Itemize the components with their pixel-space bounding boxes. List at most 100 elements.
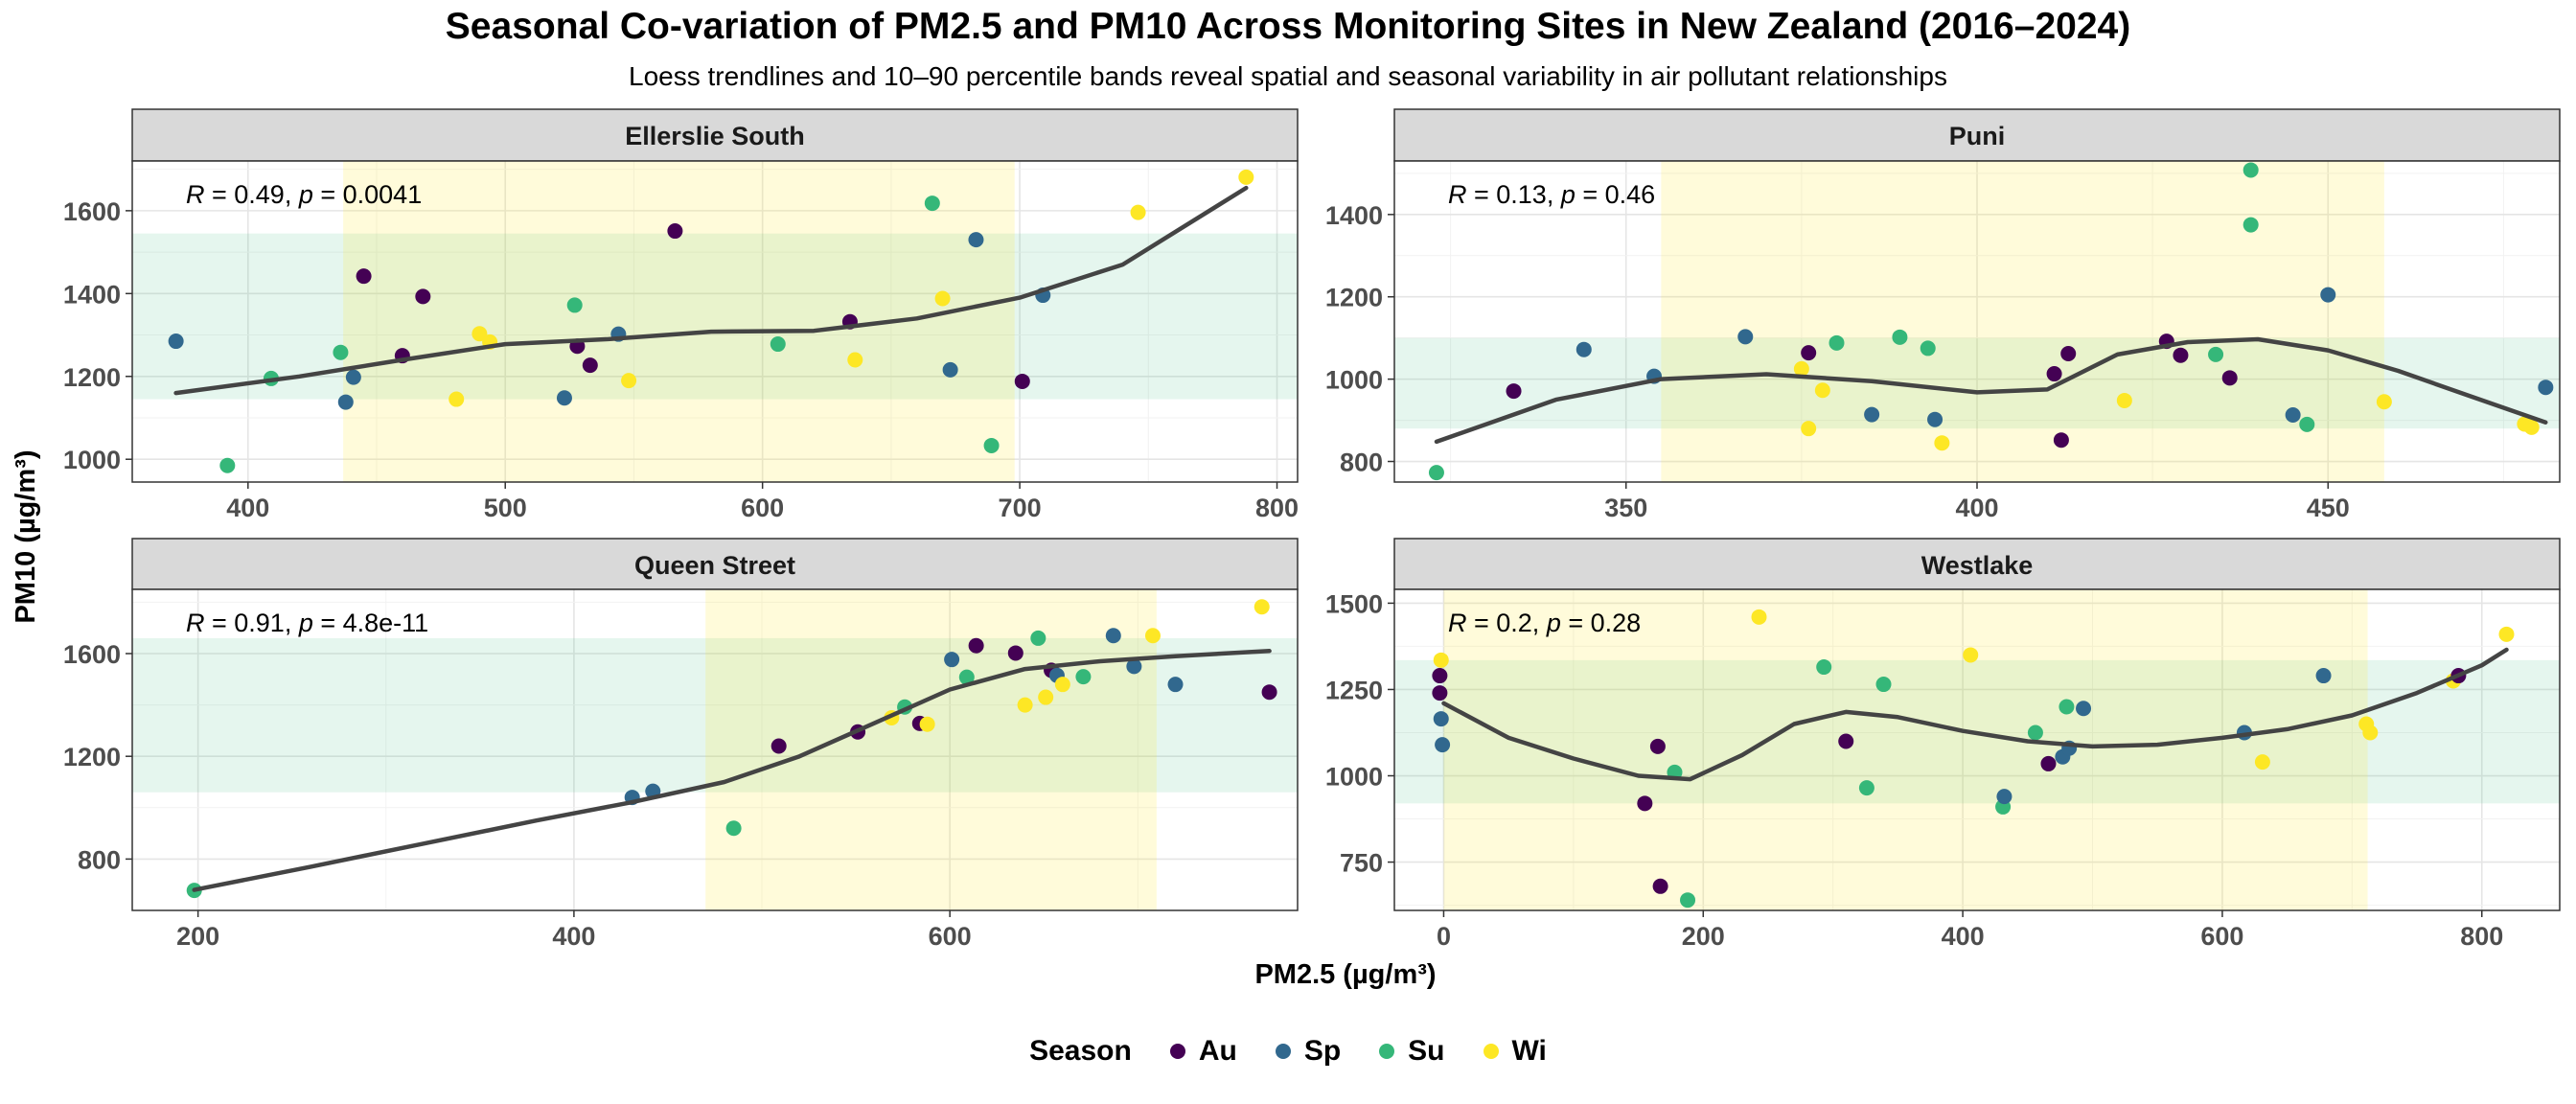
data-point-su — [2242, 217, 2259, 233]
data-point-su — [2242, 162, 2259, 178]
data-point-wi — [1038, 689, 1054, 705]
pm25-percentile-band — [1443, 589, 2368, 910]
annotation-part: p — [298, 180, 313, 209]
data-point-sp — [1105, 628, 1121, 644]
correlation-annotation: R = 0.91, p = 4.8e-11 — [186, 609, 428, 637]
y-tick-label: 750 — [1340, 849, 1383, 878]
data-point-sp — [1864, 406, 1880, 423]
x-tick-label: 400 — [552, 922, 595, 951]
panel-border — [131, 588, 1299, 911]
facet-label: Puni — [1949, 122, 2006, 150]
x-tick-label: 350 — [1604, 494, 1647, 522]
y-tick-label: 1250 — [1325, 676, 1383, 704]
data-point-sp — [942, 361, 958, 378]
chart-subtitle: Loess trendlines and 10–90 percentile ba… — [629, 61, 1947, 91]
data-point-au — [1261, 684, 1277, 701]
x-tick-label: 400 — [1942, 922, 1985, 951]
legend-title: Season — [1029, 1035, 1132, 1067]
data-point-sp — [1737, 329, 1754, 345]
data-point-wi — [1130, 204, 1146, 220]
y-tick-label: 1000 — [1325, 366, 1383, 395]
data-point-wi — [472, 326, 488, 342]
data-point-au — [356, 268, 372, 285]
data-point-au — [2046, 366, 2062, 382]
data-point-su — [219, 457, 236, 473]
x-axis-title: PM2.5 (µg/m³) — [1254, 959, 1436, 990]
data-point-wi — [1934, 435, 1950, 451]
data-point-su — [1816, 659, 1832, 676]
annotation-part: = 0.91, — [205, 609, 299, 637]
data-point-sp — [2076, 701, 2092, 717]
annotation-part: R — [186, 180, 205, 209]
data-point-au — [1014, 373, 1030, 389]
plot-area — [1394, 589, 2560, 910]
data-point-su — [1428, 465, 1444, 481]
panel-westlake: Westlake R = 0.2, p = 0.28 0 200 400 600 800 75… — [1325, 538, 2561, 951]
facet-strip — [131, 538, 1299, 590]
y-tick-label: 1600 — [63, 197, 121, 226]
legend-marker-wi — [1483, 1044, 1499, 1059]
y-tick-label: 1000 — [63, 446, 121, 474]
data-point-sp — [968, 232, 984, 248]
annotation-part: = 0.0041 — [313, 180, 422, 209]
data-point-wi — [1054, 677, 1070, 693]
facet-label: Queen Street — [634, 551, 795, 580]
data-point-sp — [944, 652, 960, 668]
data-point-sp — [1996, 789, 2012, 805]
legend-item-su: Su — [1379, 1035, 1445, 1068]
y-tick-label: 1200 — [63, 743, 121, 771]
annotation-part: R — [1448, 609, 1467, 637]
annotation-part: R — [1448, 180, 1467, 209]
facet-strip — [1393, 538, 2561, 590]
panel-queen-street: Queen Street R = 0.91, p = 4.8e-11 200 400 6… — [63, 538, 1299, 951]
data-point-au — [582, 357, 598, 374]
facet-strip — [1393, 108, 2561, 162]
x-tick-label: 200 — [1682, 922, 1725, 951]
data-point-sp — [1433, 711, 1449, 727]
data-point-sp — [2538, 380, 2554, 396]
data-point-su — [1875, 677, 1892, 693]
data-point-wi — [934, 290, 951, 307]
x-tick-label: 600 — [741, 494, 784, 522]
data-point-su — [2208, 346, 2224, 362]
data-point-wi — [1238, 169, 1254, 185]
data-point-wi — [621, 373, 637, 389]
data-point-au — [415, 288, 431, 305]
data-point-su — [1920, 340, 1936, 356]
loess-trendline — [1441, 647, 2509, 782]
y-tick-label: 1600 — [63, 640, 121, 669]
data-point-au — [968, 637, 984, 654]
plot-background — [132, 589, 1298, 910]
legend-label-au: Au — [1198, 1035, 1237, 1067]
data-point-au — [2040, 755, 2057, 771]
annotation-part: p — [1546, 609, 1561, 637]
data-point-wi — [847, 352, 863, 368]
data-point-wi — [2254, 754, 2270, 770]
correlation-annotation: R = 0.2, p = 0.28 — [1448, 609, 1641, 637]
panel-puni: Puni R = 0.13, p = 0.46 350 400 450 800 1000 12… — [1325, 108, 2561, 522]
legend-item-sp: Sp — [1275, 1035, 1342, 1068]
data-point-su — [983, 437, 1000, 453]
data-point-su — [2058, 699, 2075, 715]
data-point-au — [2173, 347, 2189, 363]
data-point-wi — [2116, 392, 2132, 408]
data-point-su — [1030, 630, 1046, 646]
data-point-wi — [1017, 697, 1033, 713]
legend-item-wi: Wi — [1483, 1035, 1547, 1068]
data-point-su — [725, 820, 742, 837]
x-tick-label: 200 — [176, 922, 219, 951]
data-point-su — [2299, 416, 2315, 432]
data-point-sp — [2320, 287, 2336, 303]
data-point-su — [2027, 724, 2043, 741]
x-tick-label: 600 — [2200, 922, 2243, 951]
x-tick-label: 400 — [1955, 494, 1998, 522]
legend-label-wi: Wi — [1511, 1035, 1547, 1067]
data-point-sp — [168, 334, 184, 350]
legend-label-sp: Sp — [1303, 1035, 1342, 1067]
data-point-wi — [1801, 421, 1817, 437]
x-tick-label: 400 — [226, 494, 269, 522]
data-point-wi — [1963, 647, 1979, 663]
annotation-part: p — [298, 609, 313, 637]
data-point-su — [958, 669, 975, 685]
data-point-au — [1649, 738, 1666, 754]
